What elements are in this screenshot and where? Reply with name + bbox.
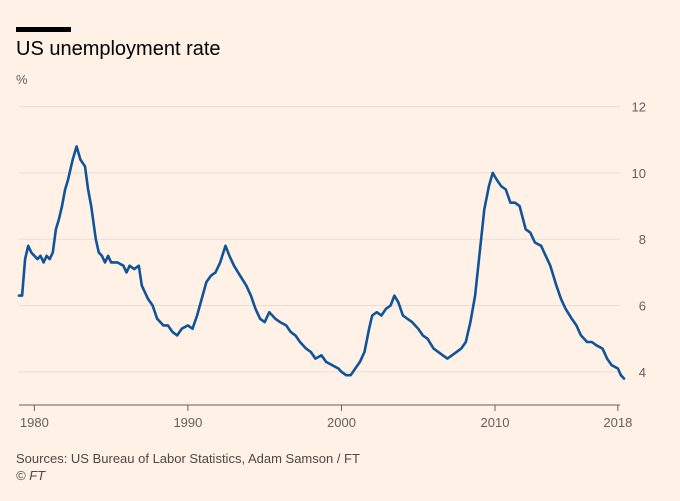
y-tick-label: 8 [639, 232, 646, 247]
copyright-note: © FT [16, 468, 46, 483]
gridlines [19, 106, 620, 373]
y-tick-label: 10 [632, 166, 646, 181]
y-tick-label: 12 [632, 100, 646, 115]
x-tick-label: 2018 [603, 415, 632, 430]
y-axis-labels: 4 6 8 10 12 [632, 100, 646, 380]
y-tick-label: 4 [639, 365, 646, 380]
x-tick-label: 2000 [327, 415, 356, 430]
unit-label: % [16, 72, 28, 87]
series-layer [17, 145, 626, 380]
brand-bar [16, 27, 71, 32]
y-tick-label: 6 [639, 299, 646, 314]
chart-title: US unemployment rate [16, 38, 221, 60]
x-tick-label: 1980 [20, 415, 49, 430]
source-note: Sources: US Bureau of Labor Statistics, … [16, 451, 360, 466]
series-line [17, 145, 626, 380]
x-tick-label: 2010 [481, 415, 510, 430]
x-axis-labels: 1980 1990 2000 2010 2018 [20, 405, 632, 430]
x-tick-label: 1990 [173, 415, 202, 430]
